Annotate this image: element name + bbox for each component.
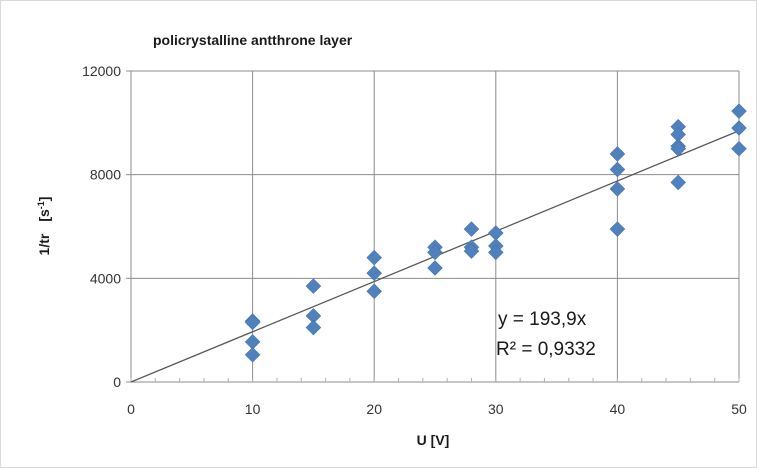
chart-title: policrystalline antthrone layer [153,32,353,48]
data-point [609,161,626,178]
x-tick-label: 10 [245,401,261,417]
data-point [244,314,261,331]
x-tick-label: 30 [488,401,504,417]
data-points [244,103,747,363]
data-point [244,346,261,363]
y-tick-label: 8000 [90,167,121,183]
r-squared-label: R² = 0,9332 [496,339,596,360]
y-axis-label-unit: [s [36,209,52,222]
data-point [463,221,480,237]
y-tick-label: 4000 [90,270,121,286]
data-point [609,146,626,162]
data-point [670,174,687,191]
y-axis-label-main: 1/tr [36,233,52,255]
data-point [731,120,747,136]
data-point [731,103,747,120]
x-tick-label: 40 [610,401,626,417]
y-axis-label-close: ] [36,197,52,202]
y-axis-label-exponent: -1 [36,201,46,209]
data-point [366,265,383,282]
data-point [305,278,322,294]
axis-ticks [126,70,740,383]
data-point [427,244,443,261]
data-point [463,243,480,259]
data-point [305,319,322,336]
x-axis-label: U [V] [417,432,450,448]
x-tick-label: 0 [127,401,135,417]
data-point [427,260,443,276]
y-tick-label: 12000 [82,63,121,79]
data-point [670,140,687,157]
tick-labels: 0 10 20 30 40 50 0 4000 8000 12000 [82,63,747,417]
y-tick-label: 0 [113,374,121,390]
data-point [609,181,626,197]
x-tick-label: 20 [366,401,382,417]
data-point [731,140,747,157]
data-point [366,283,383,300]
trendline-equation: y = 193,9x [498,309,587,330]
y-axis-label: 1/tr [s-1] [36,197,52,256]
data-point [609,221,626,237]
x-tick-label: 50 [731,401,747,417]
data-point [366,249,383,266]
grid [130,70,740,383]
data-point [487,244,504,261]
